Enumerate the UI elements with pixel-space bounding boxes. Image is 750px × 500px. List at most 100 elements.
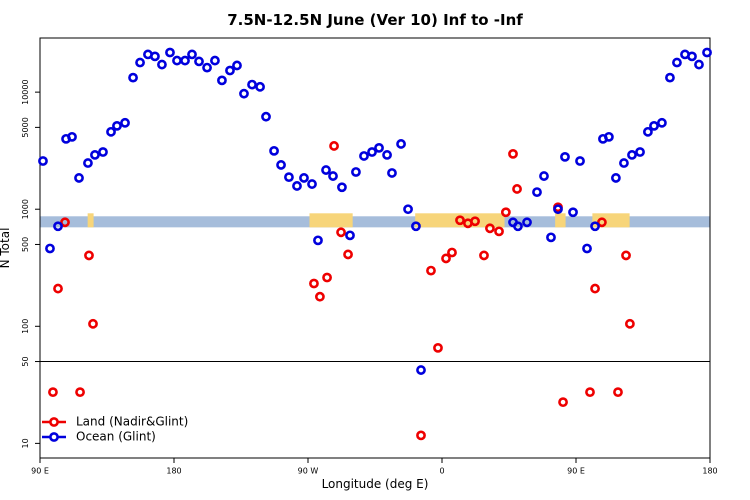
- data-point: [508, 148, 518, 159]
- data-point: [60, 217, 70, 228]
- data-point: [269, 145, 279, 156]
- y-tick-label: 10: [21, 438, 30, 448]
- data-point: [299, 173, 309, 183]
- data-point: [403, 204, 413, 215]
- data-point: [613, 387, 623, 398]
- data-point: [232, 60, 242, 71]
- y-axis-label: N Total: [0, 228, 12, 269]
- data-point: [494, 226, 504, 237]
- data-point: [309, 278, 319, 289]
- data-point: [53, 283, 63, 294]
- data-point: [411, 221, 421, 232]
- data-point: [694, 59, 704, 70]
- land-span: [555, 213, 566, 228]
- data-point: [157, 59, 167, 70]
- data-point: [48, 387, 58, 398]
- data-point: [539, 171, 549, 181]
- data-point: [165, 47, 175, 58]
- plot-frame: [39, 37, 711, 459]
- data-point: [387, 168, 397, 178]
- data-point: [74, 173, 84, 183]
- data-point: [247, 79, 257, 90]
- data-point: [374, 142, 384, 153]
- data-point: [619, 158, 629, 168]
- data-point: [553, 204, 563, 215]
- data-point: [433, 342, 443, 353]
- data-point: [604, 131, 614, 142]
- data-point: [597, 217, 607, 228]
- data-point: [322, 272, 332, 283]
- data-point: [672, 57, 682, 68]
- data-point: [470, 216, 480, 227]
- data-point: [135, 57, 145, 68]
- land-span: [592, 213, 630, 228]
- data-point: [416, 365, 426, 375]
- data-point: [336, 227, 346, 238]
- data-point: [359, 151, 369, 161]
- data-point: [53, 221, 63, 232]
- data-point: [500, 207, 511, 218]
- data-point: [128, 72, 138, 83]
- data-point: [345, 230, 355, 241]
- land-span: [415, 213, 505, 228]
- x-tick-label: 0: [439, 467, 444, 476]
- data-point: [560, 151, 570, 162]
- data-point: [284, 172, 294, 183]
- y-tick-label: 500: [21, 237, 30, 252]
- data-point: [202, 62, 212, 73]
- data-point: [180, 55, 190, 66]
- data-point: [106, 126, 116, 137]
- data-point: [441, 253, 451, 264]
- data-point: [590, 221, 600, 232]
- data-point: [621, 250, 631, 261]
- data-point: [75, 387, 85, 398]
- data-point: [172, 55, 182, 66]
- data-point: [426, 265, 436, 276]
- land-span: [309, 213, 353, 228]
- data-point: [112, 120, 122, 131]
- x-tick-label: 180: [166, 467, 181, 476]
- data-point: [210, 55, 220, 66]
- data-point: [255, 81, 265, 92]
- data-point: [239, 88, 249, 99]
- data-point: [120, 117, 130, 128]
- x-tick-label: 90 W: [298, 467, 319, 476]
- data-point: [513, 221, 523, 232]
- data-point: [558, 397, 568, 408]
- data-point: [98, 147, 108, 157]
- legend-label: Land (Nadir&Glint): [76, 415, 188, 429]
- data-point: [67, 131, 77, 142]
- data-point: [194, 56, 204, 67]
- data-point: [546, 232, 556, 243]
- data-point: [225, 65, 235, 76]
- data-point: [367, 147, 377, 157]
- y-tick-label: 5000: [21, 117, 30, 137]
- data-point: [328, 171, 338, 181]
- y-tick-label: 1000: [21, 199, 30, 219]
- legend-label: Ocean (Glint): [76, 430, 156, 444]
- data-point: [485, 223, 495, 234]
- data-point: [665, 72, 675, 83]
- x-tick-label: 90 E: [567, 467, 585, 476]
- land-span: [87, 213, 94, 228]
- data-point: [187, 49, 197, 60]
- data-point: [45, 243, 55, 254]
- data-point: [261, 111, 271, 122]
- data-point: [702, 47, 712, 58]
- data-point: [90, 150, 100, 160]
- data-point: [382, 150, 392, 160]
- data-point: [313, 235, 323, 246]
- data-point: [635, 147, 645, 157]
- data-point: [643, 126, 653, 137]
- x-axis-label: Longitude (deg E): [322, 477, 429, 491]
- y-tick-label: 100: [21, 319, 30, 334]
- data-point: [657, 117, 667, 128]
- data-point: [38, 156, 48, 166]
- data-point: [307, 179, 317, 189]
- legend-marker: [49, 432, 59, 442]
- data-point: [396, 139, 406, 149]
- data-point: [649, 120, 659, 131]
- x-tick-label: 90 E: [31, 467, 49, 476]
- data-point: [217, 75, 227, 86]
